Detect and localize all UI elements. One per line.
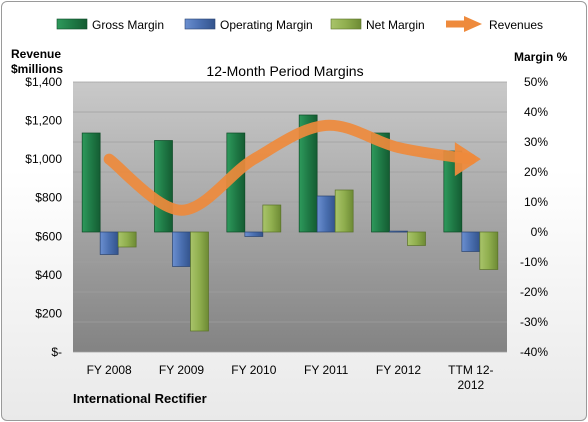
gross-margin-bar bbox=[81, 132, 101, 233]
operating-margin-bar bbox=[99, 231, 119, 255]
revenues-line bbox=[103, 119, 477, 216]
net-margin-bar bbox=[479, 231, 499, 270]
right-tick-label: 40% bbox=[524, 105, 548, 119]
right-tick-label: 30% bbox=[524, 135, 548, 149]
operating-margin-bar bbox=[389, 230, 408, 233]
legend-label-gross-margin: Gross Margin bbox=[92, 18, 164, 32]
left-tick-label: $600 bbox=[35, 229, 62, 243]
net-margin-bar bbox=[334, 189, 354, 233]
right-axis-title: Margin % bbox=[514, 50, 568, 64]
left-tick-label: $- bbox=[51, 345, 62, 359]
legend-swatch-net-margin bbox=[330, 18, 362, 30]
x-tick-label: TTM 12- bbox=[448, 363, 493, 377]
right-tick-label: -30% bbox=[520, 315, 548, 329]
net-margin-bar bbox=[407, 231, 426, 246]
right-tick-label: -40% bbox=[520, 345, 548, 359]
legend-label-net-margin: Net Margin bbox=[366, 18, 425, 32]
left-tick-label: $800 bbox=[35, 191, 62, 205]
gross-margin-bar bbox=[154, 140, 173, 233]
right-tick-label: -20% bbox=[520, 285, 548, 299]
operating-margin-bar bbox=[316, 195, 336, 233]
legend-label-operating-margin: Operating Margin bbox=[220, 18, 313, 32]
legend-swatch-revenues bbox=[446, 16, 482, 32]
right-tick-label: 20% bbox=[524, 165, 548, 179]
operating-margin-bar bbox=[244, 231, 264, 237]
left-tick-label: $1,000 bbox=[25, 152, 62, 166]
chart-title: 12-Month Period Margins bbox=[206, 63, 363, 79]
x-tick-label: FY 2011 bbox=[304, 363, 349, 377]
operating-margin-bar bbox=[172, 231, 191, 267]
net-margin-bar bbox=[117, 231, 137, 248]
right-tick-label: 50% bbox=[524, 75, 548, 89]
left-axis-title-line1: Revenue bbox=[11, 47, 61, 61]
left-tick-label: $400 bbox=[35, 268, 62, 282]
gross-margin-bar bbox=[298, 114, 318, 233]
legend: Gross Margin Operating Margin Net Margin… bbox=[56, 16, 543, 32]
gross-margin-bar bbox=[371, 132, 390, 233]
x-tick-label: FY 2012 bbox=[376, 363, 421, 377]
left-tick-label: $1,200 bbox=[25, 114, 62, 128]
right-tick-label: 0% bbox=[531, 225, 549, 239]
net-margin-bar bbox=[190, 231, 209, 332]
left-axis-title-line2: $millions bbox=[11, 62, 63, 76]
company-name: International Rectifier bbox=[73, 391, 207, 406]
x-tick-label: 2012 bbox=[457, 378, 484, 392]
left-tick-label: $200 bbox=[35, 306, 62, 320]
operating-margin-bar bbox=[461, 231, 481, 252]
legend-swatch-operating-margin bbox=[184, 18, 216, 30]
legend-label-revenues: Revenues bbox=[489, 18, 543, 32]
plot-area bbox=[73, 82, 507, 352]
left-tick-label: $1,400 bbox=[25, 75, 62, 89]
right-tick-label: 10% bbox=[524, 195, 548, 209]
net-margin-bar bbox=[262, 204, 282, 233]
x-tick-label: FY 2010 bbox=[231, 363, 276, 377]
x-tick-label: FY 2008 bbox=[87, 363, 132, 377]
x-tick-label: FY 2009 bbox=[159, 363, 204, 377]
right-tick-label: -10% bbox=[520, 255, 548, 269]
revenues-arrowhead bbox=[454, 142, 481, 177]
legend-swatch-gross-margin bbox=[56, 18, 88, 30]
